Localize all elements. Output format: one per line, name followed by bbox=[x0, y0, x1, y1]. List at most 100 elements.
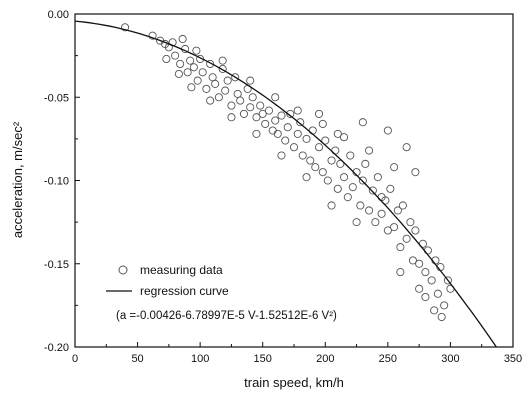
legend: measuring data regression curve (a =-0.0… bbox=[106, 263, 337, 322]
data-point bbox=[277, 111, 286, 120]
x-tick-label: 100 bbox=[191, 353, 209, 365]
data-point bbox=[187, 83, 196, 92]
data-point bbox=[277, 151, 286, 160]
data-point bbox=[293, 129, 302, 138]
data-point bbox=[314, 143, 324, 152]
data-point bbox=[371, 218, 380, 227]
data-point bbox=[289, 143, 299, 152]
x-tick-label: 250 bbox=[379, 353, 397, 365]
data-point bbox=[246, 76, 255, 85]
data-point bbox=[281, 136, 290, 145]
data-point bbox=[178, 34, 187, 44]
data-point bbox=[271, 116, 280, 125]
data-point bbox=[408, 256, 417, 265]
data-point bbox=[283, 123, 292, 132]
data-point bbox=[323, 176, 332, 185]
data-point bbox=[227, 101, 236, 110]
legend-marker-circle bbox=[118, 265, 128, 275]
data-point bbox=[186, 56, 195, 65]
data-point bbox=[223, 76, 232, 85]
y-tick-label: -0.20 bbox=[44, 342, 69, 354]
data-point bbox=[198, 68, 207, 77]
x-axis: 0 50 100 150 200 250 300 350 bbox=[72, 342, 522, 365]
x-tick-label: 200 bbox=[316, 353, 334, 365]
data-point bbox=[333, 184, 342, 193]
data-point bbox=[211, 79, 220, 88]
data-point bbox=[293, 106, 302, 115]
data-point bbox=[218, 56, 227, 65]
data-point bbox=[421, 292, 430, 302]
data-point bbox=[206, 96, 215, 105]
data-point bbox=[396, 268, 405, 277]
data-point bbox=[264, 106, 274, 115]
y-tick-label: -0.05 bbox=[44, 92, 69, 104]
x-tick-label: 50 bbox=[131, 353, 143, 365]
data-point bbox=[383, 126, 392, 135]
data-point bbox=[368, 186, 377, 195]
data-point bbox=[318, 119, 327, 128]
data-point bbox=[296, 118, 305, 127]
data-point bbox=[383, 226, 392, 235]
data-point bbox=[443, 276, 452, 285]
data-point bbox=[302, 173, 311, 182]
data-point bbox=[402, 234, 411, 243]
data-point bbox=[246, 103, 255, 112]
y-tick-label: -0.15 bbox=[44, 259, 69, 271]
data-point bbox=[411, 168, 420, 177]
data-point bbox=[189, 63, 198, 72]
data-point bbox=[402, 143, 411, 152]
data-point bbox=[318, 168, 327, 177]
data-point bbox=[206, 59, 215, 69]
y-tick-label: -0.10 bbox=[44, 176, 69, 188]
data-point bbox=[346, 151, 355, 160]
data-point bbox=[398, 201, 407, 210]
data-point bbox=[193, 76, 202, 85]
regression-curve bbox=[74, 20, 497, 348]
data-point bbox=[311, 163, 320, 172]
data-point bbox=[227, 113, 236, 122]
data-point bbox=[214, 93, 223, 102]
x-tick-label: 350 bbox=[504, 353, 522, 365]
data-point bbox=[430, 306, 439, 315]
data-point bbox=[365, 206, 374, 215]
data-point bbox=[308, 126, 317, 135]
data-point bbox=[298, 151, 307, 160]
data-point bbox=[233, 89, 242, 98]
data-point bbox=[361, 159, 370, 168]
data-point bbox=[286, 109, 295, 118]
x-tick-label: 150 bbox=[254, 353, 272, 365]
data-point bbox=[271, 93, 280, 102]
data-point bbox=[340, 133, 349, 142]
data-point bbox=[176, 59, 185, 69]
data-point bbox=[306, 156, 315, 165]
x-axis-title: train speed, km/h bbox=[244, 375, 344, 390]
data-point bbox=[256, 101, 265, 110]
data-point bbox=[121, 23, 130, 32]
data-point bbox=[358, 176, 367, 185]
data-point bbox=[202, 84, 211, 93]
data-point bbox=[236, 96, 245, 105]
data-point bbox=[252, 113, 261, 122]
data-point bbox=[433, 289, 442, 298]
data-point bbox=[440, 301, 449, 310]
data-point bbox=[356, 201, 365, 210]
data-point bbox=[273, 129, 282, 138]
data-point bbox=[393, 206, 402, 215]
data-point bbox=[183, 68, 192, 77]
data-point bbox=[248, 93, 257, 102]
data-point bbox=[377, 209, 386, 218]
data-point bbox=[231, 73, 240, 82]
data-point bbox=[427, 276, 436, 285]
regression-equation: (a =-0.00426-6.78997E-5 V-1.52512E-6 V²) bbox=[116, 310, 337, 322]
data-point bbox=[406, 218, 415, 227]
data-point bbox=[340, 173, 349, 182]
data-point bbox=[411, 226, 420, 235]
data-point bbox=[239, 109, 248, 118]
data-point bbox=[218, 64, 227, 73]
data-point bbox=[331, 146, 340, 155]
data-point bbox=[343, 193, 352, 202]
data-point bbox=[174, 69, 183, 78]
x-tick-label: 0 bbox=[72, 353, 78, 365]
data-point bbox=[415, 284, 424, 293]
